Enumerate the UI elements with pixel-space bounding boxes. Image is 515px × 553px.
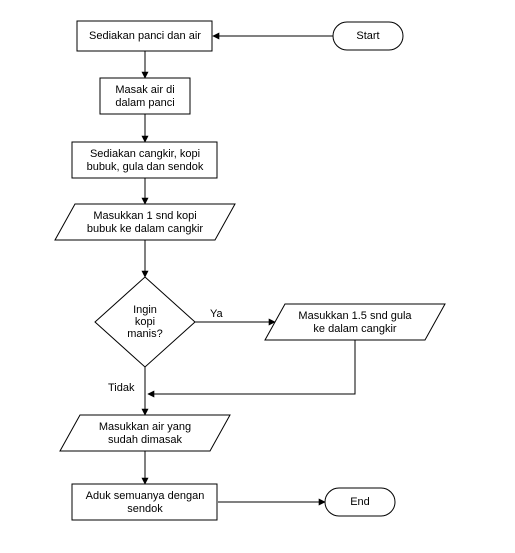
node-step7-label2: sendok: [127, 503, 163, 515]
node-end: End: [325, 488, 395, 516]
node-step7-label1: Aduk semuanya dengan: [86, 490, 205, 502]
flowchart-canvas: Ya Tidak Start Sediakan panci dan air Ma…: [0, 0, 515, 553]
node-dec-label2: kopi: [135, 316, 155, 328]
node-step5-label1: Masukkan 1.5 snd gula: [298, 310, 412, 322]
node-step2-label1: Masak air di: [115, 84, 174, 96]
node-step3-label2: bubuk, gula dan sendok: [87, 161, 204, 173]
node-step4-label1: Masukkan 1 snd kopi: [93, 210, 196, 222]
node-step6-label1: Masukkan air yang: [99, 421, 191, 433]
node-start-label: Start: [356, 30, 379, 42]
node-step2-label2: dalam panci: [115, 97, 174, 109]
node-dec-label1: Ingin: [133, 304, 157, 316]
node-step6-label2: sudah dimasak: [108, 434, 182, 446]
node-dec-label3: manis?: [127, 328, 162, 340]
node-step1-label: Sediakan panci dan air: [89, 30, 201, 42]
node-step1: Sediakan panci dan air: [77, 21, 212, 51]
node-step4: Masukkan 1 snd kopi bubuk ke dalam cangk…: [55, 204, 235, 240]
node-decision: Ingin kopi manis?: [95, 277, 195, 367]
node-step4-label2: bubuk ke dalam cangkir: [87, 223, 204, 235]
node-step2: Masak air di dalam panci: [100, 78, 190, 114]
node-step3: Sediakan cangkir, kopi bubuk, gula dan s…: [72, 142, 217, 178]
node-step5-label2: ke dalam cangkir: [313, 323, 396, 335]
node-start: Start: [333, 22, 403, 50]
node-step3-label1: Sediakan cangkir, kopi: [90, 148, 200, 160]
node-step5: Masukkan 1.5 snd gula ke dalam cangkir: [265, 304, 445, 340]
edge-step5-join: [148, 340, 355, 394]
node-step7: Aduk semuanya dengan sendok: [72, 484, 217, 520]
node-end-label: End: [350, 496, 370, 508]
edge-label-yes: Ya: [210, 308, 224, 320]
edge-label-no: Tidak: [108, 382, 135, 394]
node-step6: Masukkan air yang sudah dimasak: [60, 415, 230, 451]
